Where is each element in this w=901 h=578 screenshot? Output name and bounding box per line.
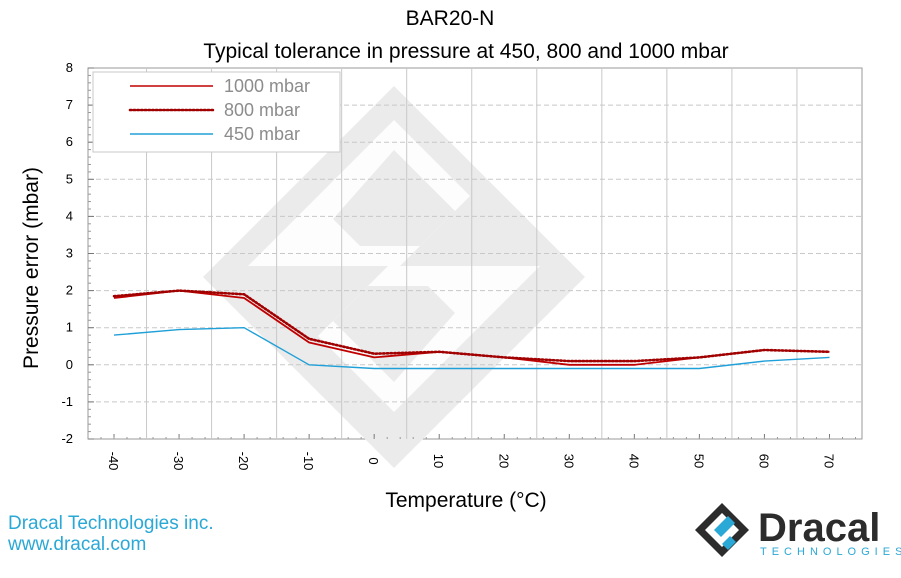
x-tick-label: 70 (821, 454, 836, 468)
legend-label: 800 mbar (224, 100, 300, 120)
x-tick-label: 10 (431, 454, 446, 468)
x-tick-label: -30 (171, 452, 186, 471)
watermark-inner-upper (333, 150, 455, 246)
series-line-450-mbar (113, 327, 830, 370)
x-tick-label: 20 (496, 454, 511, 468)
logo-subtitle: TECHNOLOGIES (760, 546, 901, 558)
logo-wordmark: Dracal (758, 506, 880, 550)
x-tick-label: -40 (106, 452, 121, 471)
company-name: Dracal Technologies inc. (8, 513, 214, 534)
y-tick-label: 8 (66, 60, 73, 75)
y-tick-label: 3 (66, 246, 73, 261)
legend-label: 450 mbar (224, 124, 300, 144)
x-tick-label: -10 (301, 452, 316, 471)
y-tick-label: -1 (61, 394, 73, 409)
x-tick-labels: -40 -30 -20 -10 0 10 20 30 40 50 60 70 (106, 452, 836, 471)
legend: 1000 mbar 800 mbar 450 mbar (92, 71, 341, 153)
x-tick-label: 60 (756, 454, 771, 468)
y-tick-label: 7 (66, 97, 73, 112)
watermark-logo (203, 86, 585, 468)
series-lines (112, 289, 831, 370)
watermark-inner-lower (333, 286, 455, 382)
legend-label: 1000 mbar (224, 76, 310, 96)
y-tick-label: 1 (66, 320, 73, 335)
y-tick-label: 2 (66, 283, 73, 298)
chart-subtitle: Typical tolerance in pressure at 450, 80… (203, 40, 728, 63)
chart-title: BAR20-N (406, 7, 495, 30)
y-tick-label: -2 (61, 431, 73, 446)
x-tick-label: 50 (691, 454, 706, 468)
y-axis-label: Pressure error (mbar) (20, 167, 43, 369)
watermark-inner (248, 120, 540, 412)
x-tick-label: -20 (236, 452, 251, 471)
x-tick-label: 30 (561, 454, 576, 468)
dracal-logo: Dracal TECHNOLOGIES (695, 503, 901, 558)
y-tick-label: 4 (66, 208, 73, 223)
dracal-logo-icon (695, 503, 749, 557)
y-tick-labels: -2 -1 0 1 2 3 4 5 6 7 8 (61, 60, 73, 446)
x-axis-label: Temperature (°C) (385, 489, 546, 512)
y-tick-label: 5 (66, 171, 73, 186)
x-tick-label: 0 (366, 457, 381, 464)
y-tick-label: 0 (66, 357, 73, 372)
company-info: Dracal Technologies inc. www.dracal.com (8, 513, 214, 555)
y-tick-label: 6 (66, 134, 73, 149)
x-tick-label: 40 (626, 454, 641, 468)
series-line-800-mbar (112, 289, 831, 363)
company-website[interactable]: www.dracal.com (8, 534, 147, 555)
